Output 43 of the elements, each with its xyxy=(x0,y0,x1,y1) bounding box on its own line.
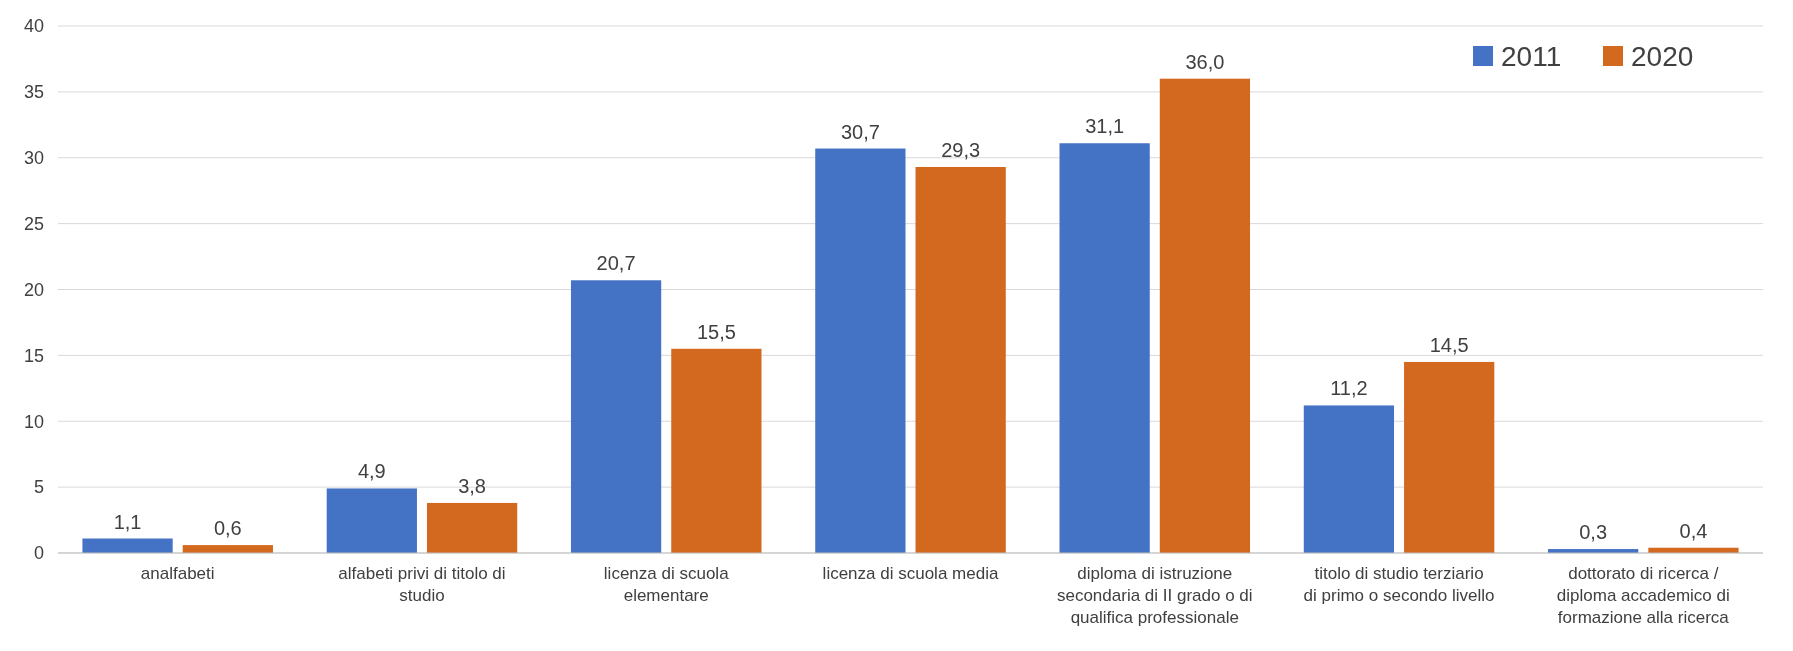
bar xyxy=(815,148,906,553)
text: 30,7 xyxy=(840,120,880,143)
y-tick-label: 20 xyxy=(23,279,44,300)
x-tick-label: diploma di istruzione secondaria di II grado o di qualifica professionale xyxy=(1056,564,1253,627)
bar xyxy=(1059,143,1150,553)
bar xyxy=(82,538,173,553)
text: 15,5 xyxy=(696,320,736,343)
legend-label: 2011 xyxy=(1501,40,1562,72)
text: 11,2 xyxy=(1330,377,1368,400)
x-tick-label: titolo di studio terziario di primo o secondo livello xyxy=(1303,564,1495,605)
text: 29,3 xyxy=(941,138,981,161)
text: 0,6 xyxy=(213,517,242,540)
bar xyxy=(1159,78,1251,553)
x-tick-label: analfabeti xyxy=(140,564,215,583)
text: 20,7 xyxy=(596,252,636,275)
y-tick-label: 35 xyxy=(23,82,44,103)
y-tick-label: 25 xyxy=(23,213,44,234)
text: 0,4 xyxy=(1679,519,1708,542)
x-tick-label: licenza di scuola media xyxy=(822,564,999,583)
x-tick-label: alfabeti privi di titolo di studio xyxy=(338,564,506,605)
x-tick-label: licenza di scuola elementare xyxy=(603,564,730,605)
bar xyxy=(1303,405,1395,553)
text: 1,1 xyxy=(113,510,142,533)
text: 4,9 xyxy=(357,460,386,483)
bar xyxy=(570,280,662,553)
text: 3,8 xyxy=(458,474,487,497)
bar xyxy=(1404,361,1495,553)
y-tick-label: 10 xyxy=(23,411,44,432)
y-tick-label: 40 xyxy=(23,16,44,37)
y-tick-label: 0 xyxy=(33,543,44,564)
y-tick-label: 30 xyxy=(23,148,44,169)
bar xyxy=(915,166,1006,553)
x-tick-label: dottorato di ricerca / diploma accademico di formazione alla ricerca xyxy=(1556,564,1730,627)
bar xyxy=(671,348,762,553)
y-tick-label: 5 xyxy=(33,477,44,498)
text: 14,5 xyxy=(1429,333,1469,356)
text: 36,0 xyxy=(1185,50,1225,73)
text: 31,1 xyxy=(1085,115,1125,138)
bar xyxy=(326,488,417,553)
legend-label: 2020 xyxy=(1631,40,1694,72)
y-tick-label: 15 xyxy=(23,345,44,366)
text: 0,3 xyxy=(1579,521,1608,544)
bar xyxy=(426,502,518,553)
